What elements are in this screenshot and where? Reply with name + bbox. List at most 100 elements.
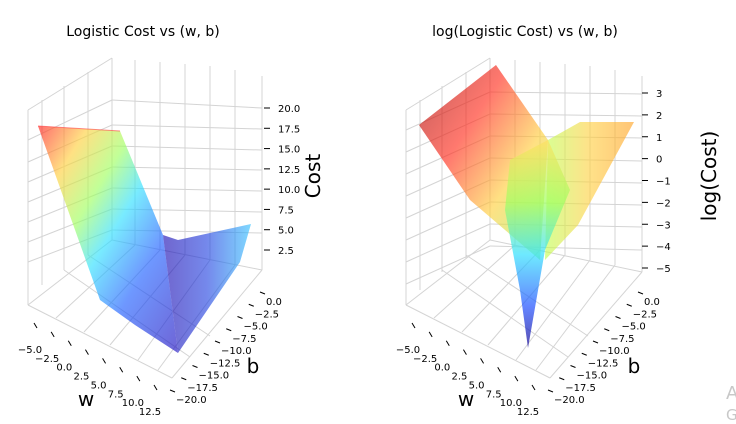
b-tick-label: −17.5 — [565, 383, 596, 394]
b-axis-label: b — [628, 354, 641, 378]
chart-title: Logistic Cost vs (w, b) — [66, 24, 219, 40]
w-tick-mark — [136, 375, 141, 382]
b-tick-mark — [237, 316, 243, 319]
b-tick-label: −2.5 — [255, 309, 279, 320]
b-tick-mark — [604, 328, 610, 332]
w-tick-label: −5.0 — [396, 345, 420, 356]
b-tick-mark — [547, 389, 554, 393]
w-tick-label: 10.0 — [122, 398, 144, 409]
b-tick-label: −5.0 — [244, 322, 268, 333]
b-tick-mark — [259, 291, 266, 295]
log-cost-axis-label: log(Cost) — [697, 131, 721, 222]
b-tick-label: −10.0 — [599, 346, 630, 357]
b-tick-mark — [203, 352, 209, 356]
b-tick-mark — [559, 377, 565, 381]
z-tick-label: 20.0 — [278, 104, 300, 115]
b-tick-label: −20.0 — [176, 395, 207, 406]
w-tick-label: −5.0 — [18, 345, 42, 356]
cost-axis-ticks: 2.5 5.0 7.5 10.0 12.5 15.0 17.5 20.0 — [264, 104, 300, 257]
w-tick-label: −2.5 — [35, 354, 59, 365]
z-tick-label: 17.5 — [278, 124, 300, 135]
z-tick-label: 0 — [656, 155, 662, 166]
w-axis-label: w — [458, 387, 474, 411]
w-tick-mark — [462, 349, 467, 355]
chart-title: log(Logistic Cost) vs (w, b) — [432, 24, 618, 40]
w-axis-label: w — [78, 387, 94, 411]
b-tick-label: −12.5 — [210, 358, 241, 369]
b-axis-ticks: 0.0−2.5 −5.0−7.5−10.0−12.5 −15.0−17.5−20.0 — [169, 291, 282, 406]
w-tick-mark — [480, 358, 485, 364]
b-tick-label: 0.0 — [644, 297, 660, 308]
w-tick-mark — [514, 375, 519, 382]
log-cost-surface-plot: log(Logistic Cost) vs (w, b) — [396, 24, 721, 418]
w-tick-label: 12.5 — [139, 407, 161, 418]
z-tick-label: 2 — [656, 111, 662, 122]
b-tick-mark — [214, 340, 221, 344]
z-tick-label: −2 — [656, 198, 671, 209]
b-tick-label: −7.5 — [610, 334, 634, 345]
w-tick-mark — [445, 340, 450, 346]
w-tick-label: 2.5 — [73, 372, 89, 383]
b-tick-label: −5.0 — [622, 322, 646, 333]
surface-edge-highlight — [37, 125, 121, 132]
z-tick-label: 3 — [656, 89, 662, 100]
log-cost-surface — [419, 65, 634, 348]
w-tick-mark — [428, 331, 433, 338]
b-axis-label: b — [247, 354, 260, 378]
b-tick-label: −7.5 — [232, 334, 256, 345]
z-tick-label: 15.0 — [278, 145, 300, 156]
watermark-line-1: A — [726, 383, 736, 404]
w-tick-label: 12.5 — [517, 407, 539, 418]
surface-slope — [38, 126, 178, 353]
w-tick-mark — [497, 367, 502, 373]
b-tick-label: −15.0 — [199, 371, 230, 382]
w-tick-label: 0.0 — [434, 363, 450, 374]
w-tick-label: 7.5 — [486, 389, 502, 400]
z-tick-label: −1 — [656, 177, 671, 188]
surface-valley — [163, 224, 251, 353]
z-tick-label: 10.0 — [278, 185, 300, 196]
w-tick-label: 7.5 — [108, 389, 124, 400]
b-tick-mark — [615, 316, 621, 319]
b-tick-mark — [592, 340, 599, 344]
surface-right-wing — [545, 122, 634, 260]
b-tick-mark — [181, 377, 187, 381]
b-tick-mark — [626, 303, 632, 307]
z-tick-label: 12.5 — [278, 165, 300, 176]
w-tick-mark — [411, 322, 416, 329]
b-tick-mark — [581, 352, 587, 356]
b-tick-mark — [169, 389, 176, 393]
z-tick-label: −4 — [656, 242, 671, 253]
w-tick-label: 0.0 — [56, 363, 72, 374]
w-tick-mark — [84, 349, 89, 355]
b-tick-label: −12.5 — [588, 358, 619, 369]
b-tick-label: −15.0 — [577, 371, 608, 382]
w-tick-mark — [153, 384, 158, 391]
cost-axis-label: Cost — [301, 154, 325, 199]
b-tick-mark — [570, 365, 576, 368]
b-tick-mark — [248, 303, 254, 307]
surface-valley — [505, 140, 570, 348]
b-tick-mark — [637, 291, 644, 295]
w-tick-mark — [531, 384, 536, 391]
z-tick-label: −3 — [656, 220, 671, 231]
b-tick-label: −2.5 — [633, 309, 657, 320]
z-tick-label: 7.5 — [278, 205, 294, 216]
w-tick-label: 5.0 — [91, 380, 107, 391]
log-cost-axis-ticks: 3 2 1 0 −1 −2 −3 −4 −5 — [642, 89, 671, 275]
watermark-line-2: G — [726, 406, 736, 424]
z-tick-label: 2.5 — [278, 246, 294, 257]
w-tick-mark — [50, 331, 55, 338]
b-tick-label: 0.0 — [266, 297, 282, 308]
cost-surface — [37, 125, 251, 353]
w-tick-mark — [33, 322, 38, 329]
w-tick-label: 2.5 — [451, 372, 467, 383]
b-tick-label: −17.5 — [187, 383, 218, 394]
w-tick-mark — [102, 358, 107, 364]
w-tick-label: −2.5 — [413, 354, 437, 365]
b-tick-mark — [192, 365, 198, 368]
cost-surface-plot: Logistic Cost vs (w, b) — [18, 24, 325, 418]
z-tick-label: 5.0 — [278, 226, 294, 237]
b-tick-label: −20.0 — [554, 395, 585, 406]
